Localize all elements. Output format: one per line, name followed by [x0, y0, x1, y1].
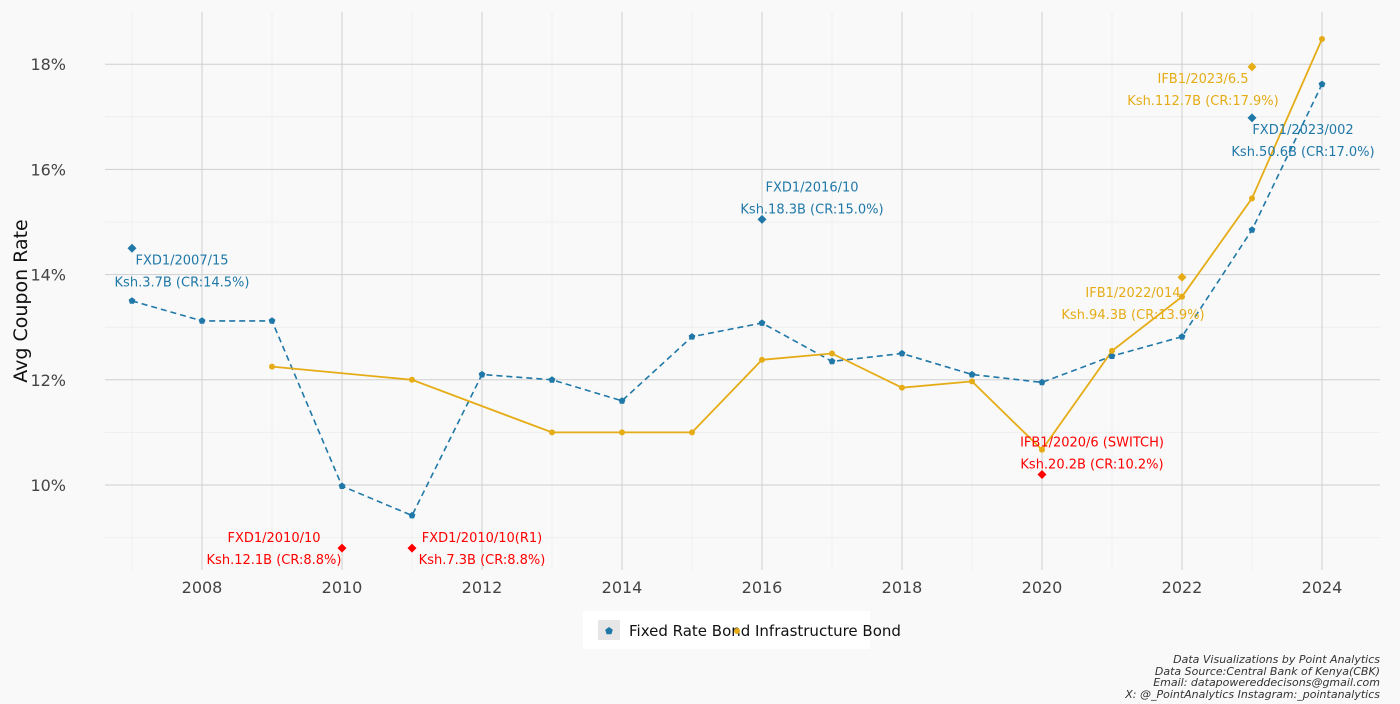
- data-point-infrastructure: [1109, 347, 1115, 354]
- legend-key-infrastructure: [734, 628, 740, 634]
- annotation-bond-name: FXD1/2010/10: [227, 531, 320, 546]
- caption: Data Visualizations by Point Analytics D…: [1125, 654, 1380, 700]
- x-tick-label: 2018: [882, 578, 923, 597]
- y-axis-title: Avg Coupon Rate: [10, 219, 32, 383]
- annotation-bond-name: FXD1/2007/15: [135, 253, 228, 268]
- data-point-fixed-rate: [758, 319, 766, 326]
- y-tick-label: 14%: [30, 266, 66, 285]
- x-tick-label: 2014: [602, 578, 643, 597]
- x-tick-label: 2022: [1162, 578, 1203, 597]
- annotation-bond-name: FXD1/2010/10(R1): [422, 531, 543, 546]
- annotation-bond-detail: Ksh.7.3B (CR:8.8%): [419, 553, 546, 568]
- data-point-infrastructure: [1179, 293, 1185, 300]
- data-point-fixed-rate: [688, 333, 696, 340]
- data-point-fixed-rate: [128, 297, 136, 304]
- annotation-bond-name: IFB1/2023/6.5: [1157, 72, 1248, 87]
- annotation-marker: [407, 543, 417, 553]
- annotation-marker: [1177, 272, 1187, 282]
- data-point-fixed-rate: [1248, 226, 1256, 233]
- data-point-fixed-rate: [478, 370, 486, 378]
- legend-label-fixed-rate: Fixed Rate Bond: [629, 622, 750, 640]
- annotation-bond-detail: Ksh.12.1B (CR:8.8%): [207, 553, 342, 568]
- y-tick-label: 10%: [30, 476, 66, 495]
- annotations: FXD1/2007/15 Ksh.3.7B (CR:14.5%) FXD1/2010…: [115, 62, 1375, 568]
- caption-source: Data Source:Central Bank of Kenya(CBK): [1154, 664, 1380, 678]
- annotation-bond-detail: Ksh.20.2B (CR:10.2%): [1020, 457, 1163, 472]
- annotation-marker: [337, 543, 347, 553]
- annotation-bond-detail: Ksh.94.3B (CR:13.9%): [1061, 308, 1204, 323]
- data-point-fixed-rate: [408, 511, 416, 519]
- data-point-fixed-rate: [1318, 80, 1326, 88]
- annotation-bond-detail: Ksh.3.7B (CR:14.5%): [115, 275, 250, 290]
- data-point-infrastructure: [759, 356, 765, 363]
- caption-social: X: @_PointAnalytics Instagram:_pointanal…: [1125, 687, 1380, 701]
- annotation-marker: [757, 214, 767, 224]
- data-point-infrastructure: [899, 384, 905, 391]
- data-point-infrastructure: [269, 363, 275, 370]
- data-point-fixed-rate: [1178, 333, 1186, 340]
- data-point-fixed-rate: [1108, 352, 1116, 359]
- series-lines: [131, 38, 1323, 517]
- x-tick-label: 2012: [462, 578, 503, 597]
- data-point-fixed-rate: [198, 317, 206, 324]
- annotation-bond-name: IFB1/2022/014: [1085, 286, 1180, 301]
- y-tick-label: 12%: [30, 371, 66, 390]
- annotation-bond-name: IFB1/2020/6 (SWITCH): [1020, 435, 1164, 450]
- annotation-bond-detail: Ksh.18.3B (CR:15.0%): [740, 202, 883, 217]
- data-point-infrastructure: [829, 350, 835, 357]
- annotation-bond-name: FXD1/2023/002: [1252, 123, 1353, 138]
- data-point-infrastructure: [1319, 35, 1325, 42]
- annotation-bond-name: FXD1/2016/10: [765, 180, 858, 195]
- data-point-fixed-rate: [548, 376, 556, 383]
- annotation-marker: [1037, 469, 1047, 479]
- series-markers: [128, 35, 1326, 519]
- legend-box: [583, 611, 870, 649]
- data-point-infrastructure: [409, 376, 415, 383]
- series-line-infrastructure: [271, 38, 1323, 452]
- data-point-fixed-rate: [898, 349, 906, 357]
- y-tick-label: 18%: [30, 55, 66, 74]
- x-tick-label: 2016: [742, 578, 783, 597]
- axes: 2008 2010 2012 2014 2016 2018 2020 2022 2024 10% 1…: [10, 55, 1342, 597]
- annotation-marker: [127, 243, 137, 253]
- series-line-fixed-rate: [131, 83, 1323, 517]
- data-point-fixed-rate: [338, 482, 346, 489]
- data-point-fixed-rate: [1038, 378, 1046, 386]
- data-point-fixed-rate: [828, 357, 836, 365]
- data-point-fixed-rate: [618, 397, 626, 404]
- caption-credit: Data Visualizations by Point Analytics: [1173, 653, 1380, 666]
- data-point-infrastructure: [1249, 195, 1255, 202]
- data-point-fixed-rate: [268, 317, 276, 324]
- x-tick-label: 2008: [182, 578, 223, 597]
- annotation-marker: [1247, 113, 1257, 123]
- legend: Fixed Rate Bond Infrastructure Bond: [583, 611, 901, 649]
- data-point-infrastructure: [619, 429, 625, 436]
- data-point-fixed-rate: [968, 370, 976, 378]
- data-point-infrastructure: [969, 378, 975, 385]
- x-tick-label: 2010: [322, 578, 363, 597]
- x-tick-label: 2024: [1302, 578, 1343, 597]
- legend-key-fixed-rate: [605, 627, 613, 635]
- legend-label-infrastructure: Infrastructure Bond: [755, 622, 901, 640]
- annotation-bond-detail: Ksh.112.7B (CR:17.9%): [1127, 94, 1278, 109]
- annotation-marker: [1247, 62, 1257, 72]
- data-point-infrastructure: [689, 429, 695, 436]
- y-tick-label: 16%: [30, 160, 66, 179]
- data-point-infrastructure: [549, 429, 555, 436]
- x-tick-label: 2020: [1022, 578, 1063, 597]
- caption-email: Email: datapowereddecisons@gmail.com: [1153, 676, 1380, 689]
- data-point-infrastructure: [1039, 446, 1045, 453]
- annotation-bond-detail: Ksh.50.6B (CR:17.0%): [1231, 145, 1374, 160]
